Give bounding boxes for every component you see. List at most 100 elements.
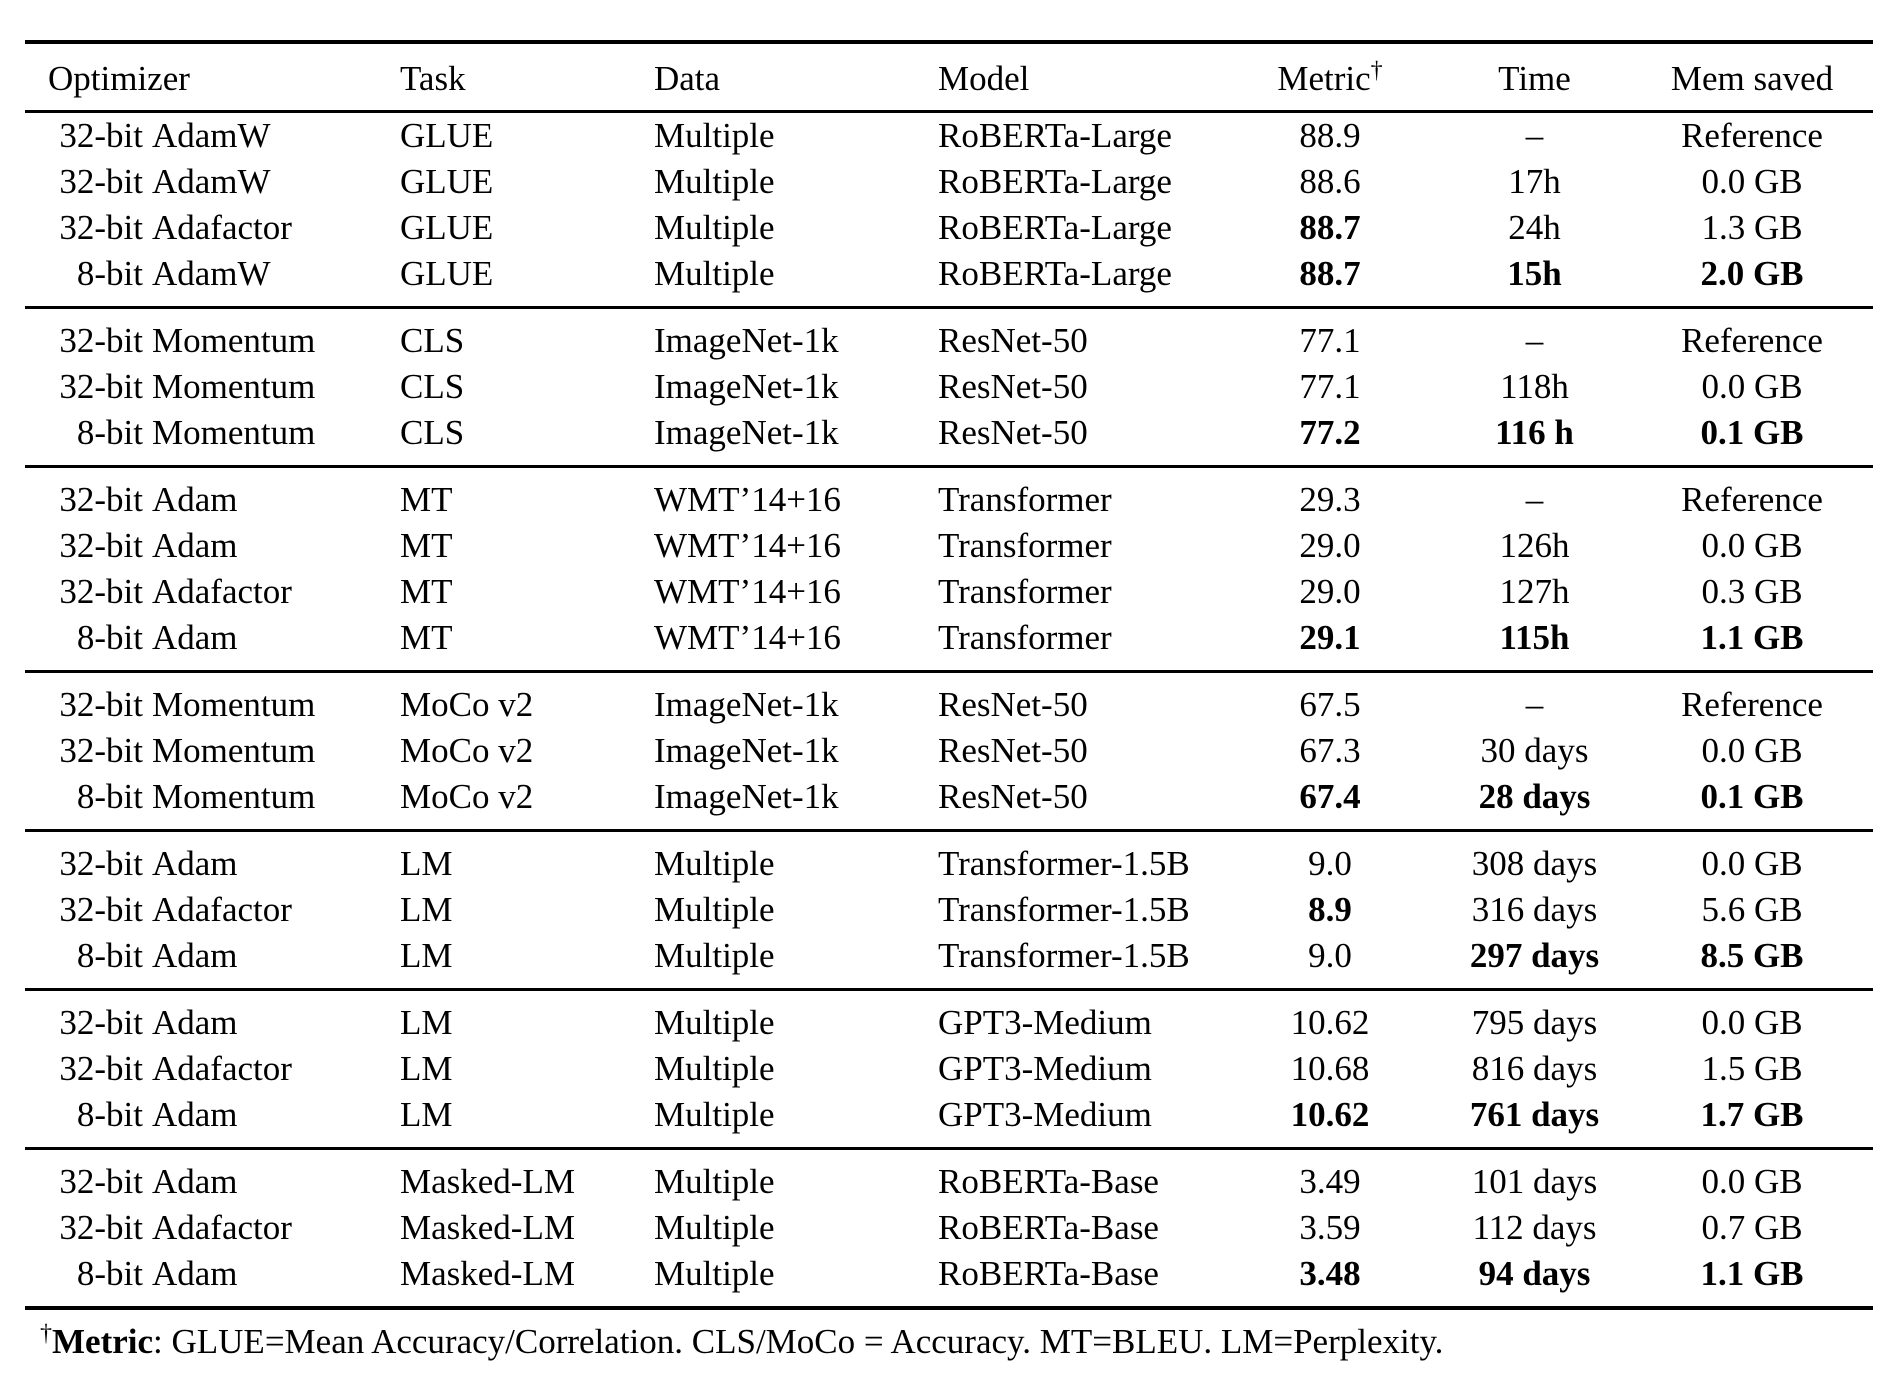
cell-task: MT (400, 526, 453, 565)
table-row: 32-bit Adam MT WMT’14+16 Transformer 29.0… (25, 523, 1873, 569)
cell-optimizer: 8-bit Momentum (25, 410, 400, 467)
cell-metric: 67.5 (1222, 670, 1438, 728)
cell-task: GLUE (400, 254, 494, 293)
cell-optimizer: 32-bit AdamW (25, 112, 400, 160)
col-header-model: Model (938, 42, 1222, 113)
cell-optimizer: 32-bit Adam (25, 988, 400, 1046)
cell-task: MoCo v2 (400, 777, 534, 816)
cell-data: Multiple (654, 254, 775, 293)
cell-data: Multiple (654, 1208, 775, 1247)
optimizer-bit-prefix: 8-bit (76, 777, 143, 816)
cell-optimizer: 32-bit Adafactor (25, 205, 400, 251)
cell-optimizer: 32-bit Adafactor (25, 887, 400, 933)
cell-time: 15h (1507, 254, 1562, 293)
cell-optimizer: 8-bit Adam (25, 1092, 400, 1149)
table-row: 32-bit Adafactor LM Multiple GPT3-Medium … (25, 1046, 1873, 1092)
optimizer-bit-prefix: 8-bit (76, 413, 143, 452)
header-row: Optimizer Task Data Model Metric† Time M… (25, 42, 1873, 113)
table-row: 32-bit Momentum MoCo v2 ImageNet-1k ResNe… (25, 728, 1873, 774)
cell-mem-saved: 0.0 GB (1701, 367, 1803, 406)
optimizer-name: Adam (152, 526, 238, 565)
cell-metric: 67.4 (1299, 777, 1361, 816)
cell-data: WMT’14+16 (654, 465, 938, 523)
optimizer-bit-prefix: 32-bit (59, 1003, 143, 1042)
optimizer-bit-prefix: 32-bit (59, 526, 143, 565)
cell-time: 101 days (1438, 1147, 1631, 1205)
cell-task: MT (400, 465, 654, 523)
cell-optimizer: 32-bit Adafactor (25, 1046, 400, 1092)
cell-time: – (1438, 465, 1631, 523)
table-row: 32-bit Momentum CLS ImageNet-1k ResNet-50… (25, 364, 1873, 410)
optimizer-name: Adafactor (152, 890, 292, 929)
cell-optimizer: 8-bit Adam (25, 615, 400, 672)
cell-data: ImageNet-1k (654, 306, 938, 364)
optimizer-bit-prefix: 32-bit (59, 321, 143, 360)
cell-model: Transformer (938, 526, 1112, 565)
cell-task: MT (400, 618, 453, 657)
cell-time: 118h (1500, 367, 1569, 406)
optimizer-name: Adafactor (152, 572, 292, 611)
cell-model: RoBERTa-Large (938, 208, 1172, 247)
cell-data: Multiple (654, 988, 938, 1046)
cell-mem-saved: Reference (1631, 306, 1873, 364)
cell-metric: 3.48 (1299, 1254, 1361, 1293)
cell-optimizer: 8-bit Adam (25, 1251, 400, 1308)
cell-metric: 10.62 (1290, 1095, 1370, 1134)
optimizer-bit-prefix: 8-bit (76, 1254, 143, 1293)
cell-time: 126h (1499, 526, 1570, 565)
optimizer-bit-prefix: 32-bit (59, 162, 143, 201)
cell-time: 795 days (1438, 988, 1631, 1046)
optimizer-bit-prefix: 8-bit (76, 936, 143, 975)
cell-model: ResNet-50 (938, 367, 1088, 406)
cell-optimizer: 32-bit Momentum (25, 728, 400, 774)
cell-optimizer: 8-bit AdamW (25, 251, 400, 308)
cell-optimizer: 32-bit Adam (25, 829, 400, 887)
cell-model: GPT3-Medium (938, 988, 1222, 1046)
optimizer-name: AdamW (152, 116, 271, 155)
cell-task: MoCo v2 (400, 731, 534, 770)
cell-data: ImageNet-1k (654, 413, 839, 452)
cell-metric: 29.3 (1222, 465, 1438, 523)
cell-model: Transformer-1.5B (938, 829, 1222, 887)
cell-model: Transformer (938, 465, 1222, 523)
optimizer-name: Adam (152, 480, 238, 519)
cell-task: LM (400, 1095, 453, 1134)
optimizer-name: Momentum (152, 367, 316, 406)
cell-task: LM (400, 1049, 453, 1088)
cell-data: Multiple (654, 890, 775, 929)
cell-metric: 3.49 (1222, 1147, 1438, 1205)
cell-metric: 77.1 (1299, 367, 1361, 406)
table-row: 8-bit Momentum MoCo v2 ImageNet-1k ResNet… (25, 774, 1873, 831)
cell-model: ResNet-50 (938, 670, 1222, 728)
cell-model: ResNet-50 (938, 777, 1088, 816)
cell-model: RoBERTa-Base (938, 1254, 1159, 1293)
cell-data: Multiple (654, 936, 775, 975)
cell-mem-saved: 0.0 GB (1631, 988, 1873, 1046)
cell-data: ImageNet-1k (654, 367, 839, 406)
table-row: 32-bit Adafactor Masked-LM Multiple RoBER… (25, 1205, 1873, 1251)
cell-task: Masked-LM (400, 1208, 575, 1247)
optimizer-bit-prefix: 32-bit (59, 1049, 143, 1088)
cell-metric: 88.7 (1299, 208, 1361, 247)
cell-task: Masked-LM (400, 1147, 654, 1205)
table-row: 32-bit Momentum MoCo v2 ImageNet-1k ResNe… (25, 670, 1873, 728)
col-header-optimizer: Optimizer (25, 42, 400, 113)
cell-metric: 88.9 (1299, 116, 1361, 155)
cell-optimizer: 32-bit AdamW (25, 159, 400, 205)
table-header: Optimizer Task Data Model Metric† Time M… (25, 42, 1873, 113)
cell-mem-saved: 0.3 GB (1701, 572, 1803, 611)
optimizer-bit-prefix: 32-bit (59, 1208, 143, 1247)
optimizer-bit-prefix: 32-bit (59, 890, 143, 929)
cell-task: MoCo v2 (400, 670, 654, 728)
optimizer-name: Adam (152, 1254, 238, 1293)
table-footnote: †Metric: GLUE=Mean Accuracy/Correlation.… (40, 1320, 1873, 1364)
footnote-term: Metric (52, 1322, 154, 1361)
optimizer-name: Momentum (152, 777, 316, 816)
optimizer-bit-prefix: 32-bit (59, 572, 143, 611)
cell-mem-saved: 1.3 GB (1701, 208, 1803, 247)
cell-model: RoBERTa-Base (938, 1147, 1222, 1205)
cell-task: CLS (400, 413, 465, 452)
cell-mem-saved: 8.5 GB (1700, 936, 1804, 975)
cell-task: GLUE (400, 116, 494, 155)
